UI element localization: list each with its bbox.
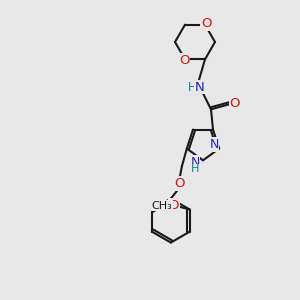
Text: O: O — [175, 177, 185, 190]
Text: H: H — [188, 81, 196, 94]
Text: O: O — [230, 97, 240, 110]
Text: H: H — [191, 164, 199, 174]
Text: N: N — [195, 81, 205, 94]
Text: N: N — [190, 156, 200, 169]
Text: O: O — [169, 199, 179, 212]
Text: CH₃: CH₃ — [152, 201, 172, 211]
Text: O: O — [201, 17, 211, 30]
Text: N: N — [209, 138, 219, 151]
Text: O: O — [179, 54, 189, 67]
